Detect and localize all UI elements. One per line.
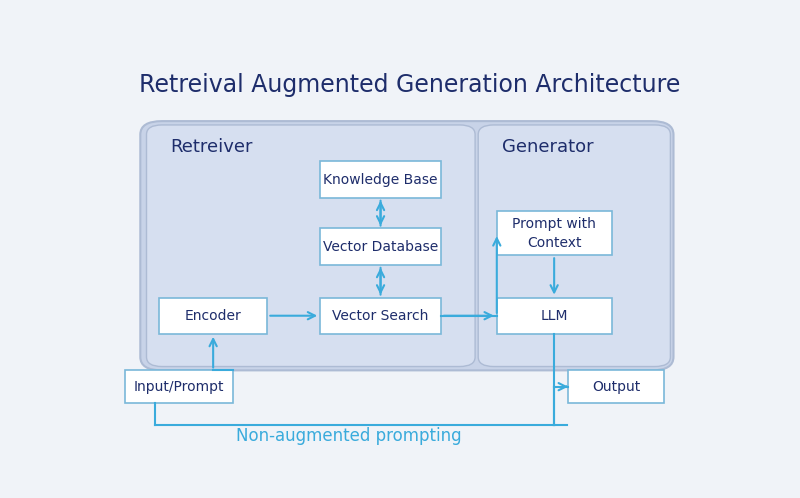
Text: Input/Prompt: Input/Prompt: [134, 379, 224, 393]
Bar: [497, 297, 611, 334]
Bar: [320, 297, 441, 334]
Text: Retreival Augmented Generation Architecture: Retreival Augmented Generation Architect…: [139, 73, 681, 97]
Text: Generator: Generator: [502, 138, 594, 156]
Text: Knowledge Base: Knowledge Base: [323, 173, 438, 187]
FancyBboxPatch shape: [478, 125, 670, 367]
Text: Output: Output: [592, 379, 640, 393]
Text: LLM: LLM: [541, 309, 568, 323]
Bar: [159, 297, 267, 334]
Bar: [125, 371, 234, 403]
FancyBboxPatch shape: [146, 125, 475, 367]
Text: Retreiver: Retreiver: [170, 138, 253, 156]
Bar: [320, 229, 441, 265]
Text: Encoder: Encoder: [185, 309, 242, 323]
Bar: [497, 211, 611, 255]
FancyBboxPatch shape: [140, 121, 674, 371]
Text: Non-augmented prompting: Non-augmented prompting: [237, 427, 462, 445]
Bar: [568, 371, 664, 403]
Text: Vector Search: Vector Search: [332, 309, 429, 323]
Text: Prompt with
Context: Prompt with Context: [512, 217, 596, 250]
Bar: [320, 161, 441, 198]
Text: Vector Database: Vector Database: [323, 240, 438, 253]
